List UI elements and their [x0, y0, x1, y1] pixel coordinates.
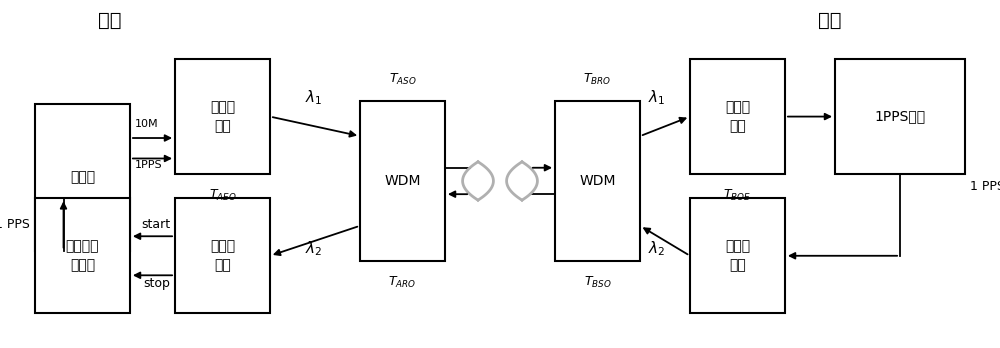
Bar [555, 101, 640, 261]
Bar [175, 198, 270, 313]
Text: $T_{BRO}$: $T_{BRO}$ [583, 72, 612, 87]
Text: 1PPS: 1PPS [135, 160, 163, 170]
Text: 光接收
模块: 光接收 模块 [210, 239, 235, 272]
Bar [360, 101, 445, 261]
Text: $T_{ASO}$: $T_{ASO}$ [389, 72, 416, 87]
Bar [835, 59, 965, 174]
Text: 光发送
模块: 光发送 模块 [725, 239, 750, 272]
Text: stop: stop [143, 277, 170, 290]
Text: 10M: 10M [135, 119, 159, 129]
Text: $\lambda_2$: $\lambda_2$ [305, 239, 322, 258]
Text: 1PPS接收: 1PPS接收 [874, 110, 926, 124]
Bar [35, 198, 130, 313]
Text: WDM: WDM [579, 174, 616, 188]
Text: 从站: 从站 [818, 10, 842, 30]
Text: WDM: WDM [384, 174, 421, 188]
Text: $T_{ARO}$: $T_{ARO}$ [388, 275, 417, 290]
Text: $\lambda_1$: $\lambda_1$ [648, 88, 665, 107]
Text: $T_{AEO}$: $T_{AEO}$ [209, 188, 236, 203]
Text: start: start [141, 218, 170, 231]
Text: $T_{BSO}$: $T_{BSO}$ [584, 275, 611, 290]
Text: $T_{BOE}$: $T_{BOE}$ [723, 188, 752, 203]
Text: 光发送
模块: 光发送 模块 [210, 100, 235, 133]
Bar [35, 104, 130, 251]
Bar [175, 59, 270, 174]
Text: $\lambda_1$: $\lambda_1$ [305, 88, 322, 107]
Text: 1 PPS: 1 PPS [0, 218, 30, 231]
Text: 主站: 主站 [98, 10, 122, 30]
Bar [690, 198, 785, 313]
Text: 时间间隔
计数器: 时间间隔 计数器 [66, 239, 99, 272]
Bar [690, 59, 785, 174]
Text: 1 PPS: 1 PPS [970, 180, 1000, 193]
Text: 主时钟: 主时钟 [70, 171, 95, 184]
Text: $\lambda_2$: $\lambda_2$ [648, 239, 665, 258]
Text: 光接收
模块: 光接收 模块 [725, 100, 750, 133]
